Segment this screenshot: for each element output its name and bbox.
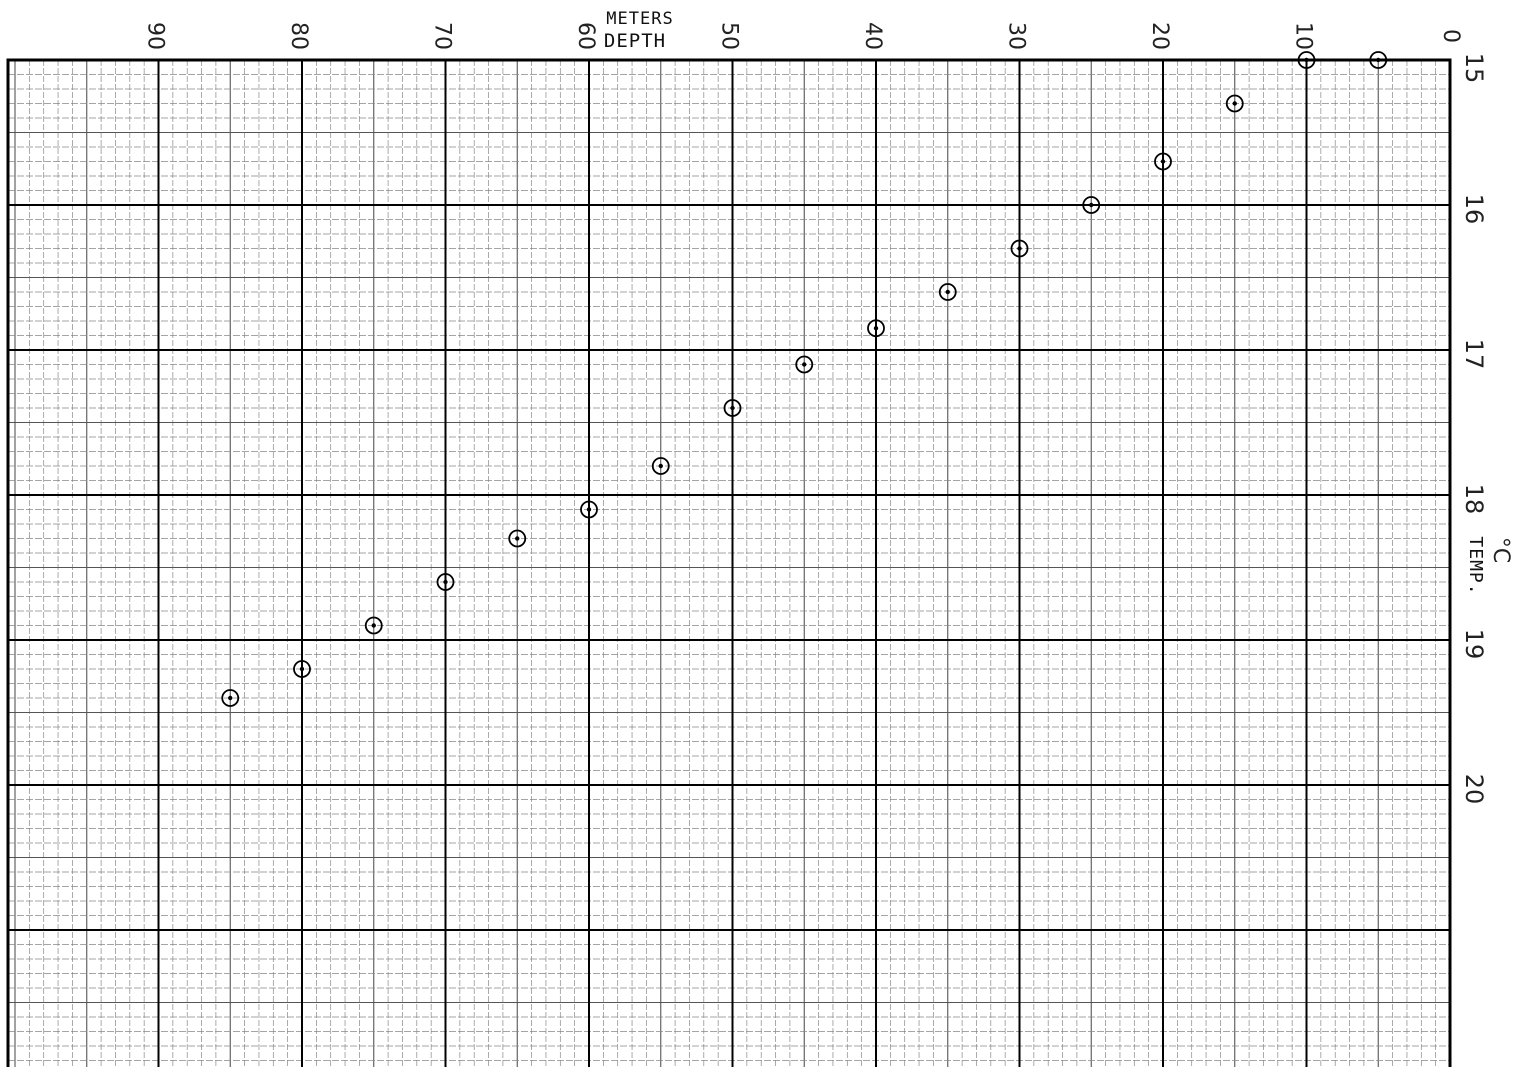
y-tick-label: 19 — [1460, 629, 1488, 660]
data-point — [293, 660, 311, 678]
data-point — [580, 500, 598, 519]
data-point — [364, 616, 383, 635]
x-tick-label: 70 — [430, 22, 455, 50]
data-point — [508, 529, 527, 548]
data-point — [795, 355, 814, 374]
data-point — [938, 283, 957, 301]
x-tick-label: 60 — [573, 22, 598, 50]
x-tick-label: 90 — [143, 22, 168, 50]
plot-frame — [6, 58, 1452, 1067]
x-tick-label: 20 — [1147, 22, 1172, 50]
data-point — [1154, 152, 1172, 171]
data-point — [723, 399, 742, 417]
y-tick-label: 15 — [1460, 53, 1488, 84]
data-point — [221, 689, 240, 707]
y-tick-labels: 15 16 17 18 19 20 — [1460, 53, 1488, 805]
data-point — [436, 573, 455, 591]
x-axis-unit-label: METERS — [606, 9, 673, 29]
y-tick-label: 20 — [1460, 774, 1488, 805]
data-point — [1369, 51, 1388, 69]
y-tick-label: 16 — [1460, 194, 1488, 225]
data-point — [867, 319, 885, 338]
x-tick-label: 10 — [1291, 22, 1316, 50]
x-tick-labels: 0 10 20 30 40 50 60 70 80 90 — [143, 22, 1464, 50]
data-point — [1297, 51, 1316, 69]
x-tick-label: 80 — [286, 22, 311, 50]
data-point — [1010, 239, 1029, 258]
x-tick-label: 0 — [1438, 29, 1463, 43]
data-points — [221, 51, 1388, 707]
y-axis-unit-label: °C — [1488, 537, 1513, 563]
x-tick-label: 40 — [860, 22, 885, 50]
data-point — [1082, 196, 1101, 214]
y-tick-label: 18 — [1460, 484, 1488, 515]
x-axis-label: DEPTH — [604, 30, 666, 52]
x-tick-label: 30 — [1004, 22, 1029, 50]
major-grid — [8, 60, 1450, 1067]
data-point — [651, 457, 670, 475]
data-point — [1225, 94, 1244, 113]
x-tick-label: 50 — [717, 22, 742, 50]
y-tick-label: 17 — [1460, 339, 1488, 370]
y-axis-label: TEMP. — [1465, 536, 1486, 595]
